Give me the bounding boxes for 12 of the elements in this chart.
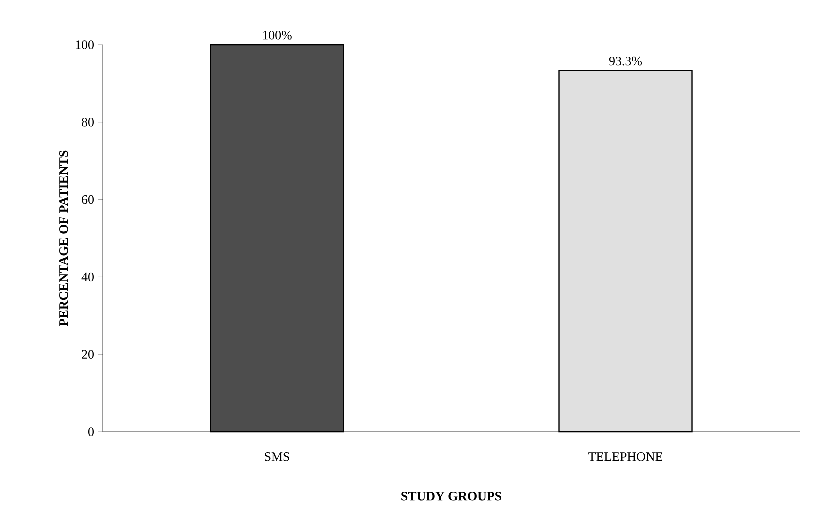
y-tick-label: 80 — [82, 118, 94, 127]
x-tick-label: TELEPHONE — [588, 452, 663, 462]
y-tick-label: 40 — [82, 272, 94, 282]
y-tick-label: 60 — [82, 195, 94, 204]
y-tick-label: 20 — [82, 350, 94, 359]
data-label: 100% — [263, 31, 292, 40]
y-tick-label: 100 — [76, 40, 94, 50]
x-axis-title: STUDY GROUPS — [402, 492, 502, 501]
y-tick-label: 0 — [88, 428, 94, 436]
data-label: 93.3% — [609, 56, 642, 66]
x-tick-label: SMS — [265, 452, 290, 462]
y-axis-title: PERCENTAGE OF PATIENTS — [60, 150, 68, 326]
